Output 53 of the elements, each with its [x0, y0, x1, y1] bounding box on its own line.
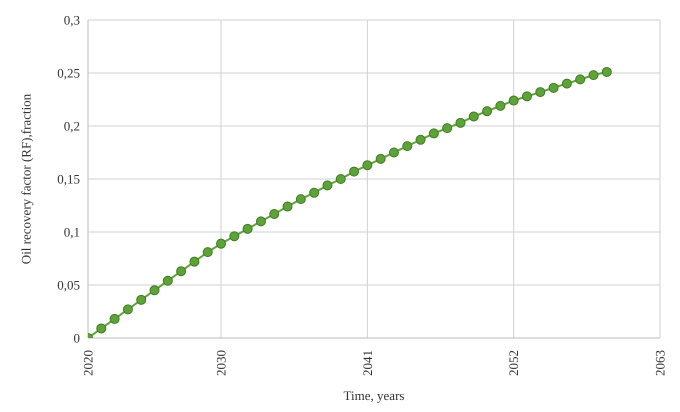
point — [216, 238, 226, 249]
point — [588, 70, 598, 80]
point — [309, 188, 320, 198]
point — [522, 91, 532, 102]
point — [269, 208, 280, 219]
x-tick-label: 2020 — [80, 350, 96, 376]
x-tick-label: 2063 — [652, 350, 668, 376]
y-tick-label: 0,3 — [64, 12, 80, 28]
y-tick-label: 0,25 — [57, 66, 80, 81]
point — [336, 174, 346, 184]
point — [416, 134, 426, 145]
point — [495, 100, 506, 111]
point — [110, 314, 120, 324]
y-tick-label: 0,15 — [57, 172, 80, 187]
point — [482, 106, 492, 116]
point — [322, 180, 332, 190]
y-axis-title: Oil recovery factor (RF),fraction — [18, 93, 34, 264]
point — [575, 74, 586, 84]
point — [376, 154, 386, 164]
y-tick-label: 0,2 — [64, 118, 80, 134]
x-tick-label: 2041 — [360, 350, 375, 376]
y-tick-label: 0,1 — [64, 224, 80, 240]
point — [428, 128, 439, 138]
y-tick-label: 0 — [74, 330, 80, 346]
point — [388, 148, 399, 158]
point — [202, 247, 213, 258]
point — [256, 216, 266, 226]
point — [242, 224, 253, 234]
x-tick-label: 2052 — [506, 350, 522, 376]
point — [96, 323, 106, 334]
point — [349, 166, 360, 177]
point — [229, 231, 240, 242]
point — [136, 294, 146, 305]
point — [402, 141, 412, 152]
point — [189, 256, 200, 267]
point — [468, 111, 479, 122]
point — [162, 276, 173, 286]
point — [150, 285, 160, 296]
point — [362, 160, 372, 170]
point — [508, 96, 519, 106]
point — [535, 87, 546, 98]
point — [548, 82, 559, 93]
point — [602, 66, 612, 77]
point — [442, 123, 452, 134]
x-tick-label: 2030 — [214, 350, 229, 376]
y-tick-label: 0,05 — [57, 278, 80, 293]
point — [122, 304, 133, 314]
point — [296, 194, 306, 204]
point — [455, 118, 466, 128]
point — [282, 202, 293, 212]
x-axis-title: Time, years — [344, 388, 404, 403]
point — [176, 266, 186, 276]
point — [562, 78, 572, 89]
